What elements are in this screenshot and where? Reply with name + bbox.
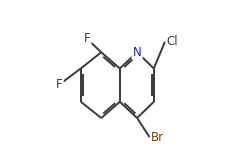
- Text: F: F: [84, 32, 90, 45]
- Text: Br: Br: [151, 131, 164, 144]
- Text: F: F: [56, 78, 63, 91]
- Text: Cl: Cl: [166, 35, 178, 48]
- Text: N: N: [133, 46, 141, 59]
